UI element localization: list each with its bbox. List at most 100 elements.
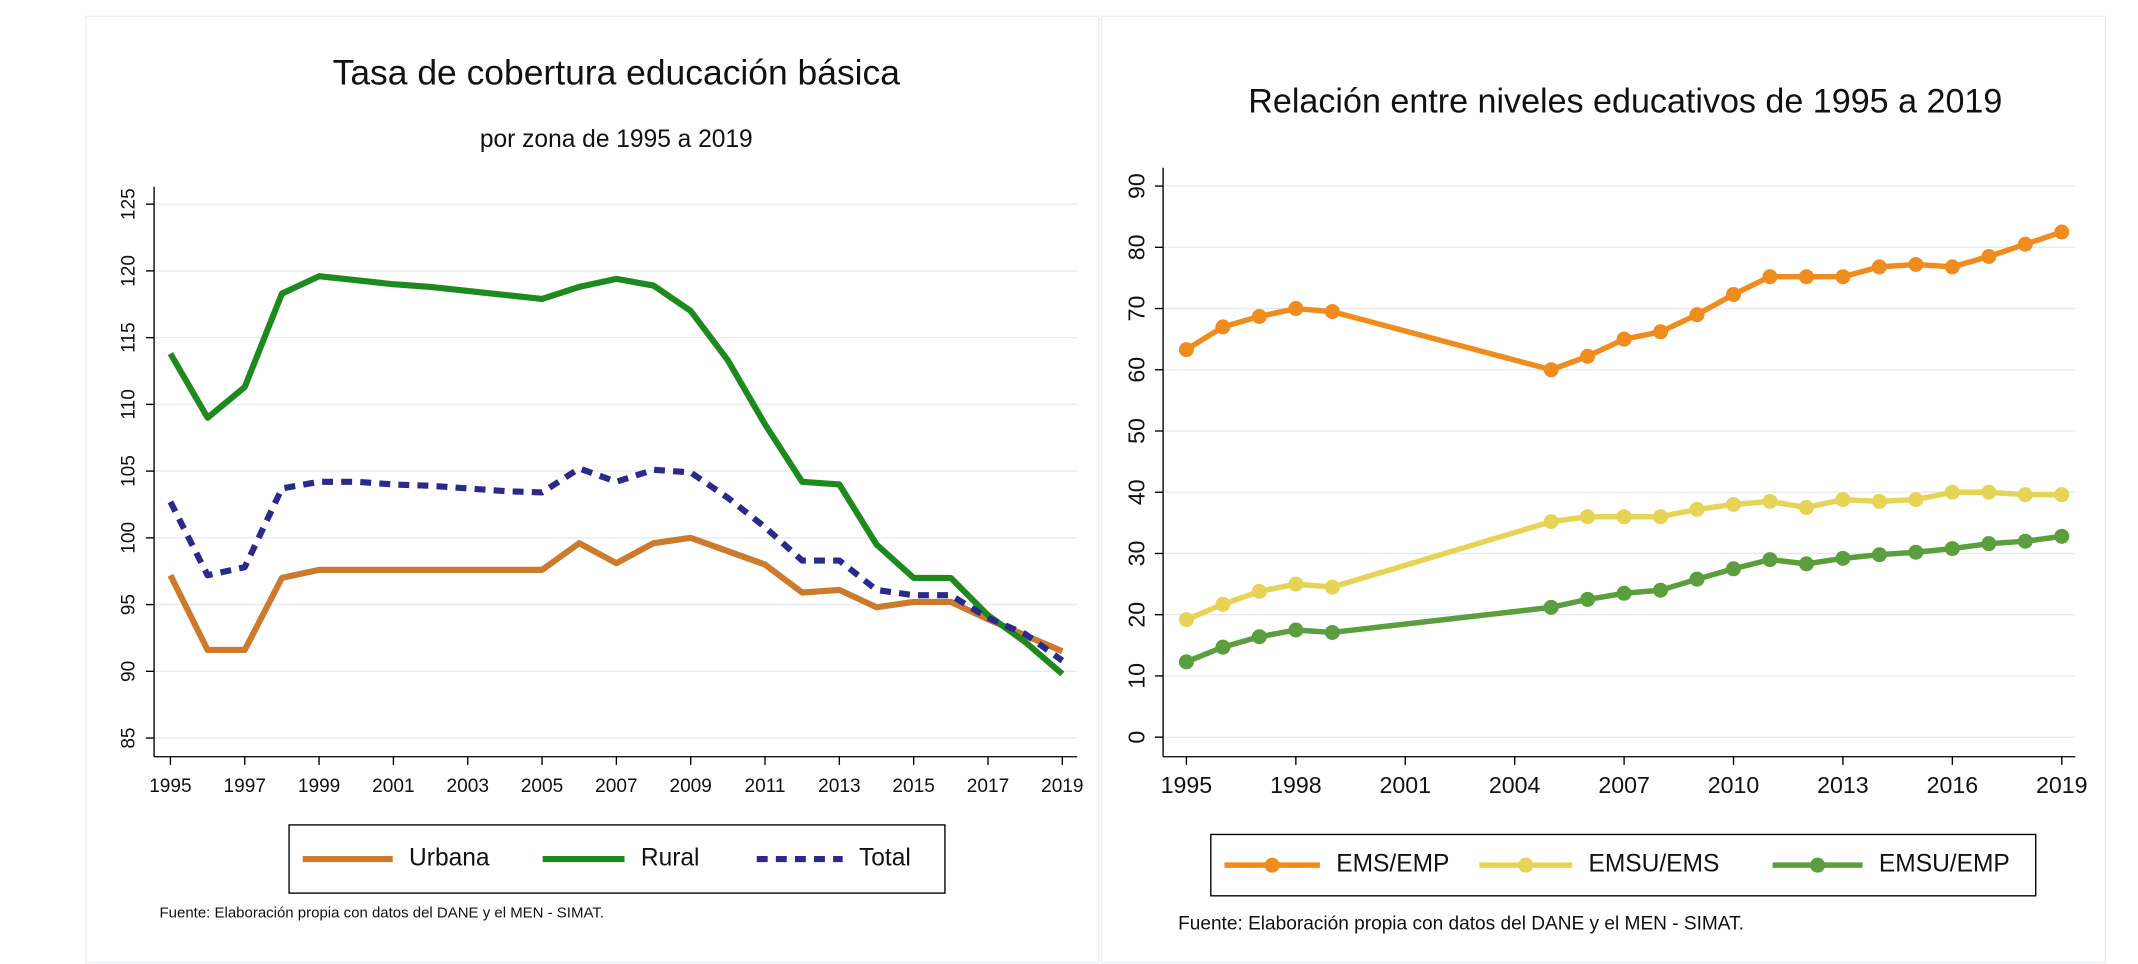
series-marker	[1653, 582, 1669, 598]
series-marker	[1178, 654, 1194, 670]
series-marker	[1835, 492, 1851, 508]
x-tick-label: 1998	[1270, 772, 1322, 798]
series-marker	[1689, 571, 1705, 587]
series-marker	[1215, 639, 1231, 655]
series-marker	[1616, 585, 1632, 601]
series-marker	[1944, 259, 1960, 275]
legend-box	[288, 824, 946, 894]
x-tick-label: 1995	[1161, 772, 1213, 798]
y-tick-label: 85	[119, 727, 140, 748]
legend-label: EMS/EMP	[1336, 851, 1449, 878]
series-marker	[2054, 224, 2070, 240]
legend-box	[1210, 833, 2037, 897]
legend-label: Rural	[641, 844, 700, 871]
series-marker	[1324, 624, 1340, 640]
series-marker	[1689, 307, 1705, 323]
x-tick-label: 2017	[967, 776, 1009, 797]
y-tick-label: 60	[1124, 357, 1150, 383]
series-marker	[1908, 492, 1924, 508]
y-tick-label: 90	[119, 661, 140, 682]
series-marker	[1653, 509, 1669, 525]
y-tick-label: 105	[119, 455, 140, 487]
x-tick-label: 2013	[818, 776, 860, 797]
x-tick-label: 2011	[745, 776, 786, 797]
left-panel	[85, 15, 1100, 964]
x-tick-label: 2010	[1708, 772, 1760, 798]
series-marker	[1251, 309, 1267, 325]
y-tick-label: 30	[1124, 541, 1150, 567]
series-marker	[1324, 579, 1340, 595]
series-marker	[1762, 552, 1778, 568]
series-marker	[1798, 500, 1814, 516]
series-marker	[1944, 541, 1960, 557]
source-note: Fuente: Elaboración propia con datos del…	[160, 905, 604, 922]
series-marker	[1288, 622, 1304, 638]
series-line	[167, 534, 1064, 655]
series-marker	[2017, 487, 2033, 503]
series-marker	[1580, 348, 1596, 364]
series-marker	[2054, 487, 2070, 503]
y-tick-label: 50	[1124, 418, 1150, 444]
y-tick-label: 120	[119, 255, 140, 287]
legend-label: Total	[859, 844, 911, 871]
y-tick-label: 100	[119, 522, 140, 554]
series-marker	[1981, 536, 1997, 552]
series-marker	[1762, 269, 1778, 285]
chart-title: Relación entre niveles educativos de 199…	[1248, 83, 2002, 121]
series-marker	[1543, 599, 1559, 615]
x-tick-label: 2007	[595, 776, 637, 797]
y-tick-label: 95	[119, 594, 140, 615]
series-marker	[1653, 324, 1669, 340]
series-marker	[1798, 269, 1814, 285]
x-tick-label: 2007	[1598, 772, 1650, 798]
series-marker	[1835, 269, 1851, 285]
series-marker	[1580, 591, 1596, 607]
y-tick-label: 0	[1124, 731, 1150, 744]
chart-title: Tasa de cobertura educación básica	[333, 52, 901, 92]
series-marker	[2017, 533, 2033, 549]
series-marker	[1726, 561, 1742, 577]
series-marker	[1871, 493, 1887, 509]
series-marker	[1871, 259, 1887, 275]
source-note: Fuente: Elaboración propia con datos del…	[1178, 914, 1744, 935]
series-marker	[1871, 547, 1887, 563]
series-marker	[1726, 286, 1742, 302]
x-tick-label: 2005	[521, 776, 563, 797]
x-tick-label: 2016	[1927, 772, 1979, 798]
series-line	[167, 273, 1065, 677]
y-tick-label: 115	[119, 322, 140, 352]
right-panel	[1101, 15, 2106, 964]
series-marker	[1215, 319, 1231, 335]
y-tick-label: 70	[1124, 296, 1150, 322]
series-marker	[1215, 596, 1231, 612]
series-marker	[1835, 550, 1851, 566]
series-marker	[1908, 544, 1924, 560]
series-marker	[1689, 501, 1705, 517]
x-tick-label: 1997	[224, 776, 266, 797]
series-marker	[1251, 629, 1267, 645]
series-marker	[1288, 301, 1304, 317]
chart-subtitle: por zona de 1995 a 2019	[480, 126, 753, 153]
x-tick-label: 1995	[149, 776, 191, 797]
series-marker	[1616, 331, 1632, 347]
series-marker	[1251, 583, 1267, 599]
series-marker	[1762, 493, 1778, 509]
y-tick-label: 20	[1124, 602, 1150, 628]
series-marker	[1726, 496, 1742, 512]
x-tick-label: 2013	[1817, 772, 1869, 798]
y-tick-label: 110	[119, 389, 140, 419]
x-tick-label: 2019	[2036, 772, 2088, 798]
series-marker	[2054, 528, 2070, 544]
legend-label: EMSU/EMP	[1879, 851, 2010, 878]
legend-marker	[1264, 857, 1280, 873]
y-tick-label: 80	[1124, 234, 1150, 260]
series-marker	[2017, 236, 2033, 252]
x-tick-label: 2004	[1489, 772, 1541, 798]
series-marker	[1543, 514, 1559, 530]
series-marker	[1908, 256, 1924, 272]
x-tick-label: 2001	[372, 776, 414, 797]
series-marker	[1798, 556, 1814, 572]
y-tick-label: 10	[1124, 663, 1150, 689]
series-marker	[1288, 576, 1304, 592]
series-marker	[1178, 612, 1194, 628]
